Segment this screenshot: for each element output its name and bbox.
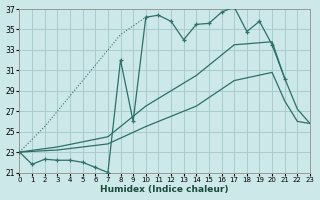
X-axis label: Humidex (Indice chaleur): Humidex (Indice chaleur)	[100, 185, 229, 194]
